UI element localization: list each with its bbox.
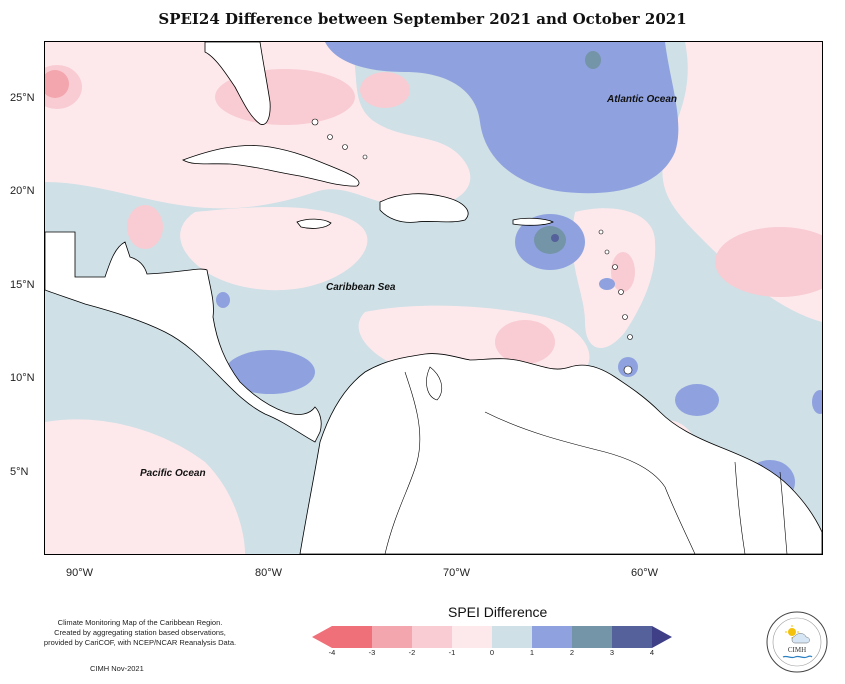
map-frame: Atlantic Ocean Caribbean Sea Pacific Oce… <box>44 41 823 555</box>
border-fguiana <box>779 471 788 554</box>
land-central-america <box>45 231 322 443</box>
field-blue-honduras <box>216 292 230 308</box>
lat-label-15n: 15°N <box>10 279 35 291</box>
lat-label-20n: 20°N <box>10 185 35 197</box>
sun-icon <box>785 625 799 639</box>
island-bahamas-1 <box>311 118 319 126</box>
island-antilles-5 <box>622 314 628 320</box>
land-cuba <box>182 145 360 187</box>
cimh-logo: CIMH <box>766 611 828 673</box>
island-antilles-6 <box>627 334 633 340</box>
island-trinidad <box>623 365 633 375</box>
credit-line-3: provided by CariCOF, with NCEP/NCAR Rean… <box>43 638 237 647</box>
legend-tick-label: 3 <box>609 648 615 657</box>
border-suriname <box>734 461 746 554</box>
lon-label-70w: 70°W <box>443 567 471 579</box>
land-jamaica <box>296 218 332 229</box>
land-south-america <box>299 353 822 554</box>
legend-colorbar <box>312 626 672 648</box>
field-blue-leewards <box>599 278 615 290</box>
border-venezuela-colombia <box>384 371 421 554</box>
lat-label-5n: 5°N <box>10 466 29 478</box>
field-blue-atlantic <box>325 42 679 194</box>
cloud-icon <box>791 633 810 644</box>
lon-label-60w: 60°W <box>631 567 659 579</box>
legend-swatch <box>412 626 452 648</box>
lat-label-10n: 10°N <box>10 372 35 384</box>
field-blue-panama <box>225 350 315 394</box>
legend-tick-label: 1 <box>529 648 535 657</box>
lon-label-90w: 90°W <box>66 567 94 579</box>
land-hispaniola <box>379 193 469 223</box>
field-blue3-puertorico <box>551 234 559 242</box>
legend-swatch <box>332 626 372 648</box>
legend-swatch <box>612 626 652 648</box>
legend-arrow-left <box>312 626 332 648</box>
legend-swatch <box>372 626 412 648</box>
spei-map <box>45 42 822 554</box>
waves-icon <box>782 655 813 659</box>
island-bahamas-3 <box>342 144 348 150</box>
field-pink2-southcentral <box>495 320 555 364</box>
island-antilles-3 <box>612 264 618 270</box>
island-bahamas-2 <box>327 134 333 140</box>
island-antilles-4 <box>618 289 624 295</box>
legend-title: SPEI Difference <box>448 604 548 620</box>
island-antilles-2 <box>604 249 610 255</box>
logo-text: CIMH <box>788 646 806 654</box>
legend-swatch <box>492 626 532 648</box>
field-blue-guyana <box>675 384 719 416</box>
legend-tick-label: -2 <box>408 648 416 657</box>
field-blue2-puertorico <box>534 226 566 254</box>
lat-label-25n: 25°N <box>10 92 35 104</box>
legend-swatches <box>332 626 652 648</box>
lon-label-80w: 80°W <box>255 567 283 579</box>
field-pink2-antilles <box>611 252 635 292</box>
land-puertorico <box>512 217 554 226</box>
credit-text: Climate Monitoring Map of the Caribbean … <box>20 618 260 648</box>
map-title: SPEI24 Difference between September 2021… <box>158 10 687 28</box>
field-pink-north-west <box>45 42 471 209</box>
legend-swatch <box>532 626 572 648</box>
credit-stamp: CIMH Nov-2021 <box>90 664 144 673</box>
atlantic-label: Atlantic Ocean <box>607 94 678 105</box>
legend-tick-label: -1 <box>448 648 456 657</box>
border-lake-maracaibo <box>426 366 443 401</box>
field-pink2-bahamas <box>360 72 410 108</box>
field-pink2-east <box>715 227 822 297</box>
legend-tick-label: 0 <box>489 648 495 657</box>
credit-line-2: Created by aggregating station based obs… <box>54 628 226 637</box>
land-florida <box>204 42 271 125</box>
credit-line-1: Climate Monitoring Map of the Caribbean … <box>57 618 223 627</box>
legend-tick-label: 2 <box>569 648 575 657</box>
island-bahamas-4 <box>362 154 368 160</box>
legend-tick-label: -4 <box>328 648 336 657</box>
pacific-label: Pacific Ocean <box>140 468 206 479</box>
caribbean-label: Caribbean Sea <box>326 282 396 293</box>
legend-swatch <box>572 626 612 648</box>
border-guyana <box>664 486 696 554</box>
field-pink-southwest <box>45 419 245 554</box>
legend-swatch <box>452 626 492 648</box>
legend-tick-label: 4 <box>649 648 655 657</box>
field-pink3-northwest <box>45 70 69 98</box>
field-pink2-west <box>127 205 163 249</box>
legend-arrow-right <box>652 626 672 648</box>
legend-tick-label: -3 <box>368 648 376 657</box>
island-antilles-1 <box>598 229 604 235</box>
field-blue2-atlantic <box>585 51 601 69</box>
border-venezuela-brazil <box>484 411 666 488</box>
field-blue-east-edge <box>812 390 822 414</box>
